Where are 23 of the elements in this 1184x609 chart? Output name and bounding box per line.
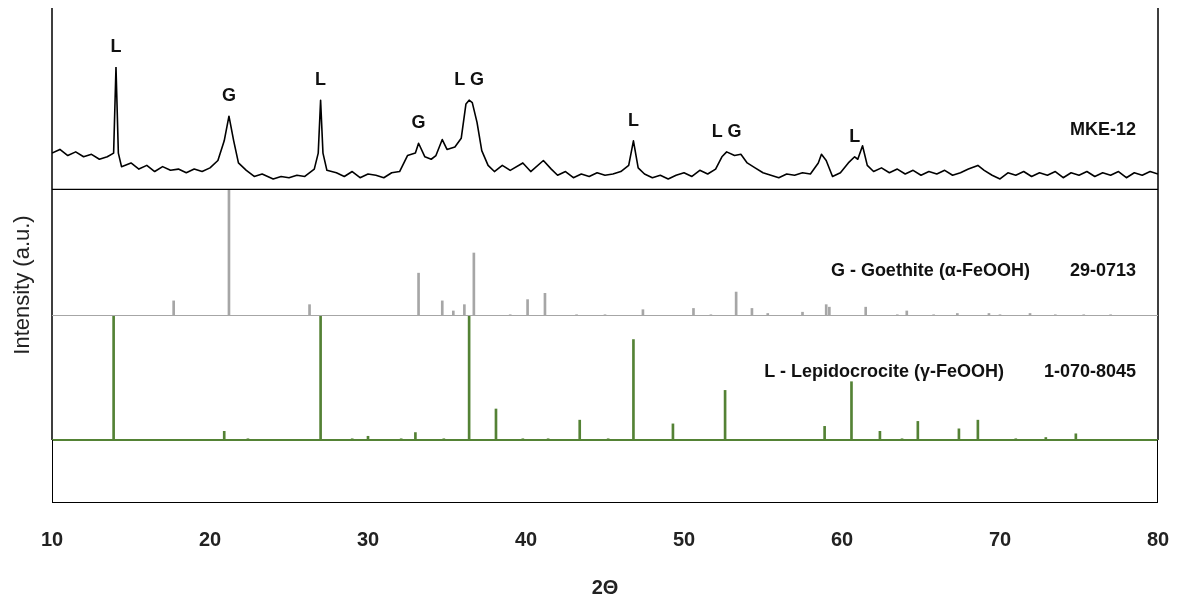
series-label: MKE-12 bbox=[1069, 118, 1136, 139]
series-label: G - Goethite (α-FeOOH) bbox=[830, 259, 1030, 280]
x-tick-label: 60 bbox=[830, 527, 854, 550]
annotation: L bbox=[110, 35, 122, 56]
annotation: L bbox=[315, 69, 327, 90]
series-label: L - Lepidocrocite (γ-FeOOH) bbox=[764, 360, 1004, 381]
x-tick-label: 50 bbox=[672, 527, 696, 550]
annotation: L G bbox=[454, 69, 484, 90]
x-tick-label: 80 bbox=[1146, 527, 1170, 550]
y-axis-title: Intensity (a.u.) bbox=[9, 215, 35, 355]
x-tick-label: 20 bbox=[198, 527, 222, 550]
annotation: 29-0713 bbox=[1069, 259, 1136, 280]
x-tick-label: 70 bbox=[988, 527, 1012, 550]
annotation: G bbox=[221, 85, 236, 106]
x-axis-title: 2Θ bbox=[591, 575, 619, 598]
x-tick-label: 30 bbox=[356, 527, 380, 550]
annotation: 1-070-8045 bbox=[1043, 360, 1136, 381]
annotation: G bbox=[411, 112, 426, 133]
x-tick-label: 10 bbox=[40, 527, 64, 550]
x-tick-label: 40 bbox=[514, 527, 538, 550]
annotation: L G bbox=[711, 120, 742, 141]
annotation: L bbox=[849, 125, 861, 146]
annotation: L bbox=[627, 109, 639, 130]
